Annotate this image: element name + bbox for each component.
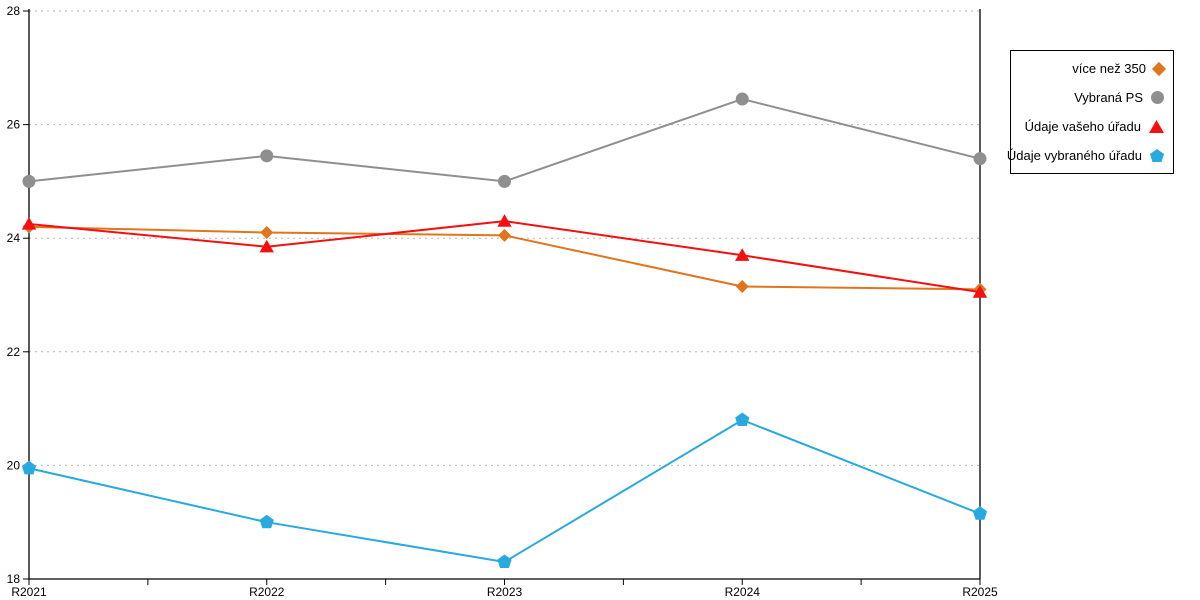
pentagon-marker-icon [21,460,37,475]
legend-label: více než 350 [1072,61,1146,76]
y-tick-label: 26 [7,118,21,132]
x-tick-label: R2023 [487,585,523,599]
y-tick-label: 22 [7,345,21,359]
y-tick-label: 24 [7,231,21,245]
x-tick-label: R2024 [725,585,761,599]
chart-legend: více než 350 Vybraná PS Údaje vašeho úřa… [1007,50,1174,174]
circle-marker-icon [973,152,987,166]
y-tick-label: 20 [7,458,21,472]
series-line [28,418,981,564]
x-tick-label: R2022 [249,585,285,599]
pentagon-marker-icon [972,506,988,520]
triangle-marker-icon [259,239,274,253]
triangle-marker-icon [735,248,750,261]
legend-item: Vybraná PS [1020,83,1164,112]
diamond-marker-icon [260,226,274,240]
series-line [28,97,981,183]
triangle-marker-icon [497,214,512,227]
y-tick-label: 28 [7,4,21,18]
legend-label: Vybraná PS [1074,90,1143,105]
legend-item: Údaje vašeho úřadu [1020,112,1164,141]
triangle-marker-icon [972,285,988,298]
triangle-marker-icon [21,217,37,230]
pentagon-marker-icon [1150,149,1164,162]
legend-label: Údaje vybraného úřadu [1006,148,1142,163]
pentagon-marker-icon [735,412,750,427]
legend-label: Údaje vašeho úřadu [1024,119,1141,134]
x-tick-label: R2021 [11,585,47,599]
triangle-marker-icon [1149,120,1164,133]
x-tick-label: R2025 [962,585,998,599]
diamond-marker-icon [735,279,749,293]
pentagon-marker-icon [497,554,512,569]
pentagon-marker-icon [259,514,274,529]
diamond-marker-icon [498,228,511,242]
circle-marker-icon [260,149,274,163]
legend-item: více než 350 [1020,54,1167,83]
circle-marker-icon [735,92,749,106]
circle-marker-icon [498,174,511,188]
y-tick-label: 18 [7,572,21,586]
circle-marker-icon [1151,91,1164,104]
circle-marker-icon [22,174,36,188]
diamond-marker-icon [1151,61,1167,76]
legend-item: Údaje vybraného úřadu [1007,141,1164,170]
